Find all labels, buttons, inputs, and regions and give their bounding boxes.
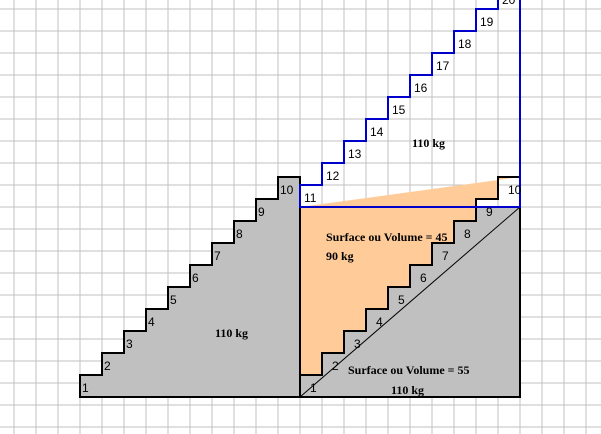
- upper-step-14: 14: [370, 125, 384, 139]
- inner-step-3: 3: [354, 337, 361, 351]
- left-step-8: 8: [236, 227, 243, 241]
- upper-step-19: 19: [480, 15, 494, 29]
- upper-staircase-outline: [299, 0, 521, 208]
- upper-step-17: 17: [436, 59, 450, 73]
- upper-step-18: 18: [458, 37, 472, 51]
- left-staircase-outline: [79, 176, 301, 398]
- upper-step-16: 16: [414, 81, 428, 95]
- upper-step-11: 11: [304, 191, 317, 205]
- left-step-1: 1: [82, 381, 89, 395]
- upper-step-15: 15: [392, 103, 406, 117]
- lower-area-label: Surface ou Volume = 55: [348, 363, 470, 377]
- upper-area-weight: 90 kg: [326, 249, 354, 263]
- upper-step-12: 12: [326, 169, 340, 183]
- upper-step-numbers: 11 12 13 14 15 16 17 18 19 20: [304, 0, 516, 205]
- inner-step-4: 4: [376, 315, 383, 329]
- inner-step-7: 7: [442, 249, 449, 263]
- inner-step-8: 8: [464, 227, 471, 241]
- left-step-10: 10: [280, 183, 294, 197]
- left-step-9: 9: [258, 205, 265, 219]
- inner-step-1: 1: [310, 381, 317, 395]
- inner-step-2: 2: [332, 359, 339, 373]
- left-step-7: 7: [214, 249, 221, 263]
- upper-step-13: 13: [348, 147, 362, 161]
- lower-area-weight: 110 kg: [391, 383, 424, 397]
- inner-step-5: 5: [398, 293, 405, 307]
- left-step-5: 5: [170, 293, 177, 307]
- inner-step-9: 9: [486, 205, 493, 219]
- diagonal-line: [299, 206, 521, 398]
- left-weight-label: 110 kg: [215, 326, 248, 340]
- upper-area-label: Surface ou Volume = 45: [326, 230, 448, 244]
- upper-weight-label: 110 kg: [412, 136, 445, 150]
- inner-step-10: 10: [508, 183, 522, 197]
- left-step-4: 4: [148, 315, 155, 329]
- left-step-3: 3: [126, 337, 133, 351]
- left-step-numbers: 1 2 3 4 5 6 7 8 9 10: [82, 183, 294, 395]
- left-step-2: 2: [104, 359, 111, 373]
- inner-step-6: 6: [420, 271, 427, 285]
- left-step-6: 6: [192, 271, 199, 285]
- upper-step-20: 20: [502, 0, 516, 7]
- inner-step-numbers: 1 2 3 4 5 6 7 8 9 10: [310, 183, 522, 395]
